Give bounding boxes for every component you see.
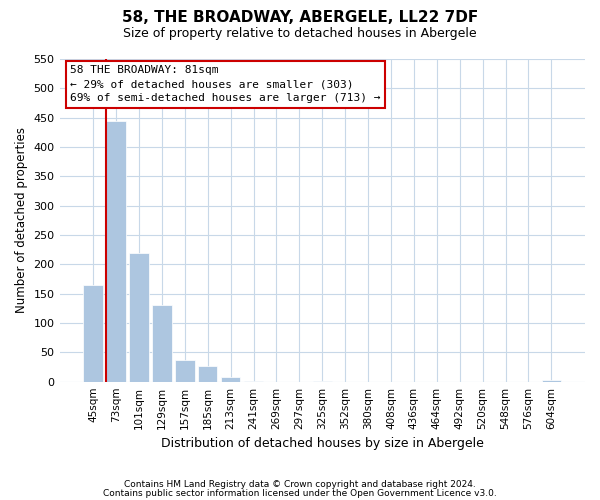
Bar: [175, 360, 194, 382]
Text: 58, THE BROADWAY, ABERGELE, LL22 7DF: 58, THE BROADWAY, ABERGELE, LL22 7DF: [122, 10, 478, 25]
Bar: [313, 380, 332, 382]
Bar: [152, 306, 172, 382]
Bar: [542, 380, 561, 382]
Text: Contains public sector information licensed under the Open Government Licence v3: Contains public sector information licen…: [103, 488, 497, 498]
Bar: [106, 120, 126, 382]
Text: Size of property relative to detached houses in Abergele: Size of property relative to detached ho…: [123, 28, 477, 40]
Text: Contains HM Land Registry data © Crown copyright and database right 2024.: Contains HM Land Registry data © Crown c…: [124, 480, 476, 489]
Bar: [129, 252, 149, 382]
Bar: [83, 285, 103, 382]
Bar: [198, 366, 217, 382]
Text: 58 THE BROADWAY: 81sqm
← 29% of detached houses are smaller (303)
69% of semi-de: 58 THE BROADWAY: 81sqm ← 29% of detached…: [70, 66, 380, 104]
Y-axis label: Number of detached properties: Number of detached properties: [15, 128, 28, 314]
Bar: [244, 381, 263, 382]
Bar: [221, 377, 241, 382]
X-axis label: Distribution of detached houses by size in Abergele: Distribution of detached houses by size …: [161, 437, 484, 450]
